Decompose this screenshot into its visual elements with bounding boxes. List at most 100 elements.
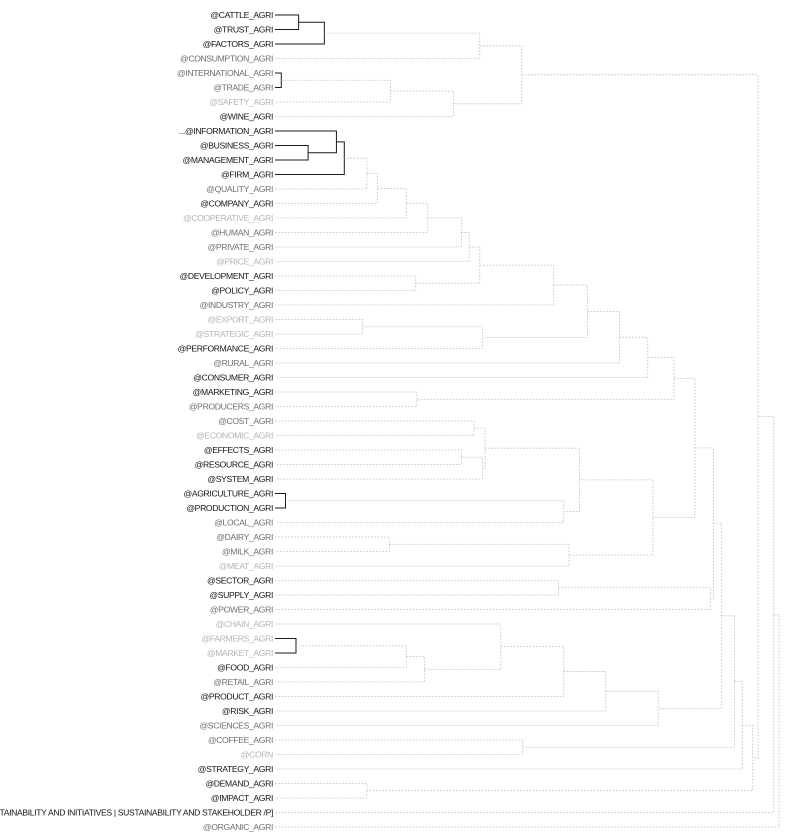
leaf-label: @AGRICULTURE_AGRI bbox=[183, 489, 273, 499]
leaf-label: @PRIVATE_AGRI bbox=[208, 242, 273, 252]
leaf-label: @BUSINESS_AGRI bbox=[200, 141, 273, 151]
leaf-label: @TRADE_AGRI bbox=[213, 83, 273, 93]
dendrogram-link bbox=[658, 522, 722, 709]
leaf-label: @DEVELOPMENT_AGRI bbox=[179, 271, 273, 281]
dendrogram-links bbox=[275, 14, 780, 828]
dendrogram-link bbox=[275, 449, 462, 465]
dendrogram-link bbox=[275, 420, 475, 436]
dendrogram-link bbox=[275, 656, 426, 683]
leaf-label: @EXPORT_AGRI bbox=[208, 315, 274, 325]
leaf-label: @COST_AGRI bbox=[218, 416, 273, 426]
dendrogram-link bbox=[569, 479, 654, 556]
dendrogram-link bbox=[275, 783, 368, 799]
dendrogram-link bbox=[275, 671, 607, 712]
dendrogram-link bbox=[416, 356, 675, 400]
dendrogram-link bbox=[275, 145, 309, 161]
dendrogram-link bbox=[275, 500, 565, 523]
leaf-label: @MARKET_AGRI bbox=[207, 648, 273, 658]
leaf-label: @ECONOMIC_AGRI bbox=[196, 431, 273, 441]
leaf-label: @MEAT_AGRI bbox=[219, 561, 273, 571]
leaf-label: @CONSUMPTION_AGRI bbox=[180, 54, 273, 64]
leaf-label: @TRUST_AGRI bbox=[214, 25, 273, 35]
leaf-label: @SAFETY_AGRI bbox=[209, 97, 273, 107]
dendrogram-link bbox=[473, 427, 486, 469]
dendrogram-link bbox=[275, 319, 364, 335]
dendrogram-link bbox=[275, 456, 483, 480]
leaf-label: @WINE_AGRI bbox=[220, 112, 273, 122]
leaf-label: @STRATEGY_AGRI bbox=[198, 764, 273, 774]
leaf-label: @QUALITY_AGRI bbox=[206, 184, 273, 194]
leaf-label: @RISK_AGRI bbox=[222, 706, 273, 716]
leaf-label: @CONSUMER_AGRI bbox=[193, 373, 273, 383]
leaf-label: @SECTOR_AGRI bbox=[207, 576, 273, 586]
leaf-label: @MARKETING_AGRI bbox=[193, 387, 273, 397]
dendrogram-link bbox=[275, 587, 712, 610]
dendrogram-link bbox=[275, 681, 743, 770]
leaf-label: @DAIRY_AGRI bbox=[216, 532, 273, 542]
dendrogram-link bbox=[485, 447, 580, 513]
dendrogram-link bbox=[695, 447, 714, 600]
leaf-label: @PRICE_AGRI bbox=[216, 257, 273, 267]
dendrogram-link bbox=[275, 14, 300, 30]
dendrogram-link bbox=[275, 690, 659, 726]
leaf-label: @MILK_AGRI bbox=[222, 547, 273, 557]
leaf-label: @PRODUCERS_AGRI bbox=[189, 402, 273, 412]
leaf-label: @COFFEE_AGRI bbox=[208, 735, 273, 745]
leaf-label: ...@INFORMATION_AGRI bbox=[179, 126, 273, 136]
dendrogram-link bbox=[275, 416, 775, 813]
leaf-label: @FACTORS_AGRI bbox=[203, 39, 273, 49]
dendrogram-link bbox=[275, 90, 454, 117]
leaf-label: @IMPACT_AGRI bbox=[211, 793, 273, 803]
dendrogram-link bbox=[275, 72, 282, 88]
leaf-label: @HUMAN_AGRI bbox=[211, 228, 273, 238]
leaf-label: @INDUSTRY_AGRI bbox=[200, 300, 273, 310]
dendrogram-link bbox=[275, 79, 391, 103]
dendrogram-link bbox=[275, 336, 649, 378]
leaf-label: @PRODUCT_AGRI bbox=[201, 692, 273, 702]
leaf-label: @INTERNATIONAL_AGRI bbox=[177, 68, 273, 78]
dendrogram-link bbox=[482, 284, 588, 339]
dendrogram-leaf-labels: @CATTLE_AGRI @TRUST_AGRI @FACTORS_AGRI @CON… bbox=[0, 10, 273, 832]
leaf-label: @RETAIL_AGRI bbox=[213, 677, 273, 687]
leaf-label: @SYSTEM_AGRI bbox=[207, 474, 273, 484]
dendrogram-link bbox=[275, 391, 418, 407]
leaf-label: @DEMAND_AGRI bbox=[205, 779, 273, 789]
leaf-label: @MANAGEMENT_AGRI bbox=[182, 155, 273, 165]
leaf-label: @PERFORMANCE_AGRI bbox=[178, 344, 273, 354]
leaf-label: @RURAL_AGRI bbox=[213, 358, 273, 368]
leaf-label: @POLICY_AGRI bbox=[211, 286, 273, 296]
dendrogram-link bbox=[275, 536, 390, 552]
dendrogram-link bbox=[275, 638, 297, 654]
leaf-label: @LOCAL_AGRI bbox=[214, 518, 273, 528]
dendrogram-link bbox=[275, 130, 337, 154]
dendrogram-link bbox=[522, 615, 735, 748]
dendrogram-link bbox=[275, 21, 325, 45]
dendrogram-link bbox=[275, 157, 368, 190]
dendrogram-link bbox=[275, 645, 407, 668]
dendrogram-link bbox=[275, 310, 620, 364]
leaf-label: @STRATEGIC_AGRI bbox=[195, 329, 273, 339]
dendrogram-link bbox=[453, 45, 523, 105]
leaf-label: [SUSTAINABILITY AND INITIATIVES | SUSTAI… bbox=[0, 808, 273, 818]
dendrogram-link bbox=[275, 623, 502, 670]
dendrogram-link bbox=[275, 275, 417, 291]
leaf-label: @FIRM_AGRI bbox=[221, 170, 273, 180]
dendrogram-link bbox=[275, 493, 286, 509]
dendrogram-link bbox=[521, 74, 759, 759]
leaf-label: @CHAIN_AGRI bbox=[216, 619, 273, 629]
leaf-label: @COOPERATIVE_AGRI bbox=[183, 213, 273, 223]
dendrogram-link bbox=[275, 264, 554, 306]
leaf-label: @RESOURCE_AGRI bbox=[195, 460, 273, 470]
dendrogram-link bbox=[275, 646, 565, 697]
leaf-label: @CATTLE_AGRI bbox=[210, 10, 273, 20]
leaf-label: @COMPANY_AGRI bbox=[200, 199, 273, 209]
dendrogram-link bbox=[275, 580, 559, 596]
leaf-label: @PRODUCTION_AGRI bbox=[186, 503, 273, 513]
leaf-label: @POWER_AGRI bbox=[210, 605, 273, 615]
dendrogram-link bbox=[366, 724, 754, 792]
dendrogram-link bbox=[275, 141, 345, 175]
leaf-label: @SUPPLY_AGRI bbox=[209, 590, 273, 600]
leaf-label: @ORGANIC_AGRI bbox=[203, 822, 273, 832]
leaf-label: @CORN bbox=[241, 750, 273, 760]
